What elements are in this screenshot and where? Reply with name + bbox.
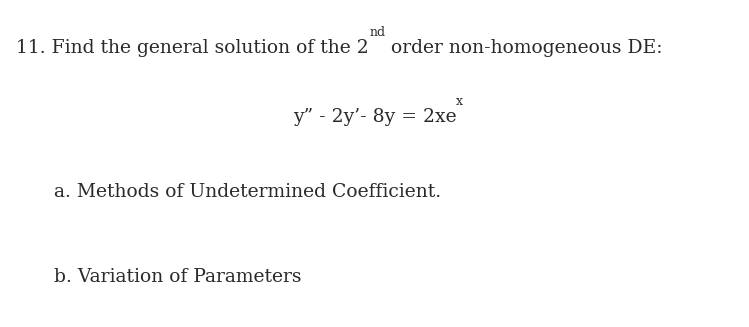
Text: b. Variation of Parameters: b. Variation of Parameters (54, 268, 301, 286)
Text: order non-homogeneous DE:: order non-homogeneous DE: (385, 39, 663, 57)
Text: y” - 2y’- 8y = 2xe: y” - 2y’- 8y = 2xe (293, 108, 456, 126)
Text: nd: nd (369, 26, 385, 39)
Text: 11. Find the general solution of the 2: 11. Find the general solution of the 2 (16, 39, 369, 57)
Text: x: x (456, 95, 464, 108)
Text: a. Methods of Undetermined Coefficient.: a. Methods of Undetermined Coefficient. (54, 183, 441, 201)
